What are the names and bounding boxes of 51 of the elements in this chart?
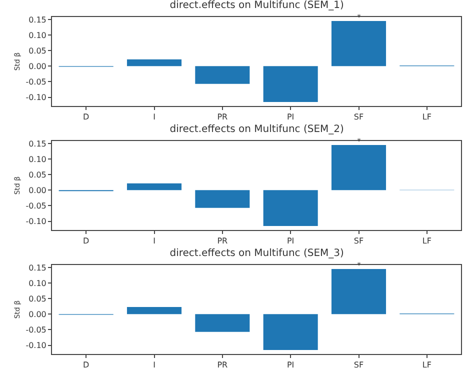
x-tick-label: SF xyxy=(354,360,364,370)
bar xyxy=(126,183,182,190)
bar xyxy=(195,190,250,208)
bar xyxy=(331,21,386,66)
bar xyxy=(263,314,318,350)
x-tick-label: I xyxy=(153,360,156,370)
y-tick-label: -0.05 xyxy=(26,326,46,335)
y-tick-label: 0.00 xyxy=(28,62,46,71)
chart-title: direct.effects on Multifunc (SEM_1) xyxy=(170,0,344,12)
y-tick-label: 0.05 xyxy=(28,294,46,304)
bar xyxy=(126,307,182,314)
y-tick-label: -0.05 xyxy=(26,78,46,87)
x-tick-label: I xyxy=(153,112,156,122)
x-tick-label: D xyxy=(82,112,90,122)
bar xyxy=(263,66,318,102)
y-tick-label: 0.15 xyxy=(28,139,46,148)
x-tick-label: PI xyxy=(286,360,294,370)
chart-title: direct.effects on Multifunc (SEM_3) xyxy=(170,248,344,260)
x-tick-label: SF xyxy=(354,112,364,122)
chart-title: direct.effects on Multifunc (SEM_2) xyxy=(170,124,344,136)
y-tick-label: -0.10 xyxy=(26,217,46,226)
y-tick-label: 0.05 xyxy=(28,46,46,56)
y-tick-label: -0.10 xyxy=(26,341,46,350)
x-tick-label: PR xyxy=(217,360,228,370)
bar xyxy=(195,314,250,332)
x-tick-label: PI xyxy=(286,112,294,122)
y-tick-label: 0.10 xyxy=(28,278,46,288)
y-tick-label: 0.10 xyxy=(28,154,46,164)
x-tick-label: LF xyxy=(422,112,432,122)
x-tick-label: LF xyxy=(422,360,432,370)
x-tick-label: D xyxy=(82,236,90,246)
y-tick-label: 0.00 xyxy=(28,310,46,319)
y-tick-label: 0.00 xyxy=(28,186,46,195)
x-tick-label: LF xyxy=(422,236,432,246)
x-tick-label: PR xyxy=(217,236,228,246)
y-tick-label: -0.05 xyxy=(26,202,46,211)
y-tick-label: 0.15 xyxy=(28,263,46,272)
y-tick-label: -0.10 xyxy=(26,93,46,102)
bar xyxy=(331,145,386,190)
bar xyxy=(195,66,250,84)
x-tick-label: PR xyxy=(217,112,228,122)
y-tick-label: 0.10 xyxy=(28,30,46,40)
x-tick-label: PI xyxy=(286,236,294,246)
y-tick-label: 0.05 xyxy=(28,170,46,180)
x-tick-label: SF xyxy=(354,236,364,246)
bar xyxy=(331,269,386,314)
bar xyxy=(263,190,318,226)
x-tick-label: D xyxy=(82,360,90,370)
y-tick-label: 0.15 xyxy=(28,15,46,24)
x-tick-label: I xyxy=(153,236,156,246)
bar xyxy=(126,59,182,66)
